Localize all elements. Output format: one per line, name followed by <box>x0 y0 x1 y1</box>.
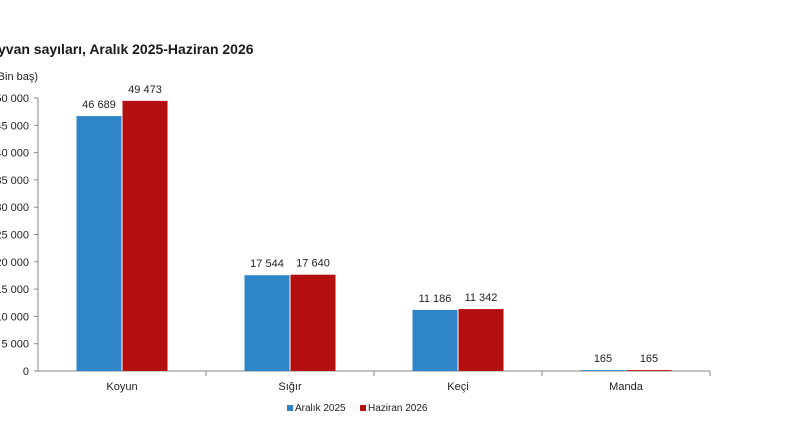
y-tick-label: 40 000 <box>0 148 29 160</box>
legend-swatch <box>360 405 366 411</box>
y-tick-label: 45 000 <box>0 120 29 132</box>
data-label: 17 544 <box>250 258 284 270</box>
category-label: Keçi <box>447 381 468 393</box>
data-label: 11 186 <box>419 293 452 305</box>
bar-sığır-aralik-2025 <box>244 275 290 371</box>
category-label: Sığır <box>278 381 302 393</box>
bar-koyun-haziran-2026 <box>122 100 168 372</box>
chart-title: yvan sayıları, Aralık 2025-Haziran 2026 <box>0 41 254 57</box>
y-tick-label: 50 000 <box>0 93 29 105</box>
bar-keçi-haziran-2026 <box>458 309 504 371</box>
data-label: 165 <box>640 353 658 365</box>
category-label: Koyun <box>106 381 137 393</box>
bar-keçi-aralik-2025 <box>412 309 458 371</box>
bar-manda-haziran-2026 <box>626 370 672 371</box>
y-tick-label: 20 000 <box>0 257 29 269</box>
y-tick-label: 15 000 <box>0 284 29 296</box>
y-tick-label: 5 000 <box>1 339 29 351</box>
data-label: 17 640 <box>296 258 330 270</box>
data-label: 49 473 <box>128 84 162 96</box>
y-tick-label: 25 000 <box>0 230 29 242</box>
y-axis-unit-label: (Bin baş) <box>0 71 38 83</box>
bar-koyun-aralik-2025 <box>76 116 122 371</box>
data-label: 46 689 <box>82 99 116 111</box>
bars: 46 689 49 473 Koyun 17 544 17 640 Sığır 11 186… <box>76 84 672 393</box>
y-tick-label: 30 000 <box>0 202 29 214</box>
legend-label: Aralık 2025 <box>295 403 346 414</box>
bar-sığır-haziran-2026 <box>290 274 336 371</box>
category-label: Manda <box>609 381 644 393</box>
data-label: 165 <box>594 353 612 365</box>
legend: Aralık 2025 Haziran 2026 <box>287 403 428 414</box>
y-tick-label: 35 000 <box>0 175 29 187</box>
axes: 0 5 000 10 000 15 000 20 000 25 000 30 000 35 0… <box>0 93 711 378</box>
y-tick-label: 10 000 <box>0 311 29 323</box>
bar-manda-aralik-2025 <box>580 370 626 371</box>
legend-label: Haziran 2026 <box>368 403 428 414</box>
y-tick-label: 0 <box>23 366 29 378</box>
data-label: 11 342 <box>465 292 498 304</box>
legend-swatch <box>287 405 293 411</box>
